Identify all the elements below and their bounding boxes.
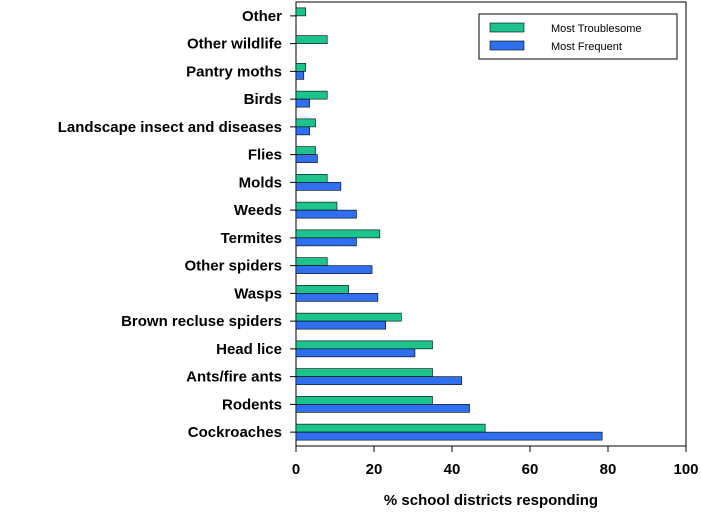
x-tick-label-20: 20 [366, 461, 383, 478]
category-label-flies: Flies [248, 147, 282, 164]
bar-most-frequent-wasps [295, 293, 379, 302]
bars [295, 7, 603, 441]
x-tick-label-40: 40 [444, 461, 461, 478]
bar-most-troublesome-birds [295, 90, 328, 100]
category-label-other: Other [242, 8, 282, 25]
x-tick-label-100: 100 [673, 461, 698, 478]
bar-most-frequent-pantry-moths [295, 71, 305, 80]
legend-box [478, 13, 678, 60]
bar-most-troublesome-head-lice [295, 340, 433, 350]
bar-most-frequent-head-lice [295, 348, 416, 358]
bar-most-troublesome-other [295, 7, 307, 17]
legend-swatch-most-troublesome [489, 22, 525, 33]
bar-most-frequent-cockroaches [295, 431, 603, 441]
bar-most-troublesome-flies [295, 146, 316, 155]
category-label-pantry-moths: Pantry moths [186, 63, 282, 80]
legend-swatch-most-frequent [489, 40, 525, 51]
x-tick-label-60: 60 [522, 461, 539, 478]
bar-most-frequent-rodents [295, 404, 470, 413]
bar-most-troublesome-brown-recluse-spiders [295, 312, 402, 322]
category-label-rodents: Rodents [222, 396, 282, 413]
category-label-other-wildlife: Other wildlife [187, 36, 282, 53]
bar-most-frequent-landscape-insect-and-diseases [295, 126, 310, 136]
category-label-termites: Termites [221, 230, 282, 247]
y-axis: Other Other wildlife Pantry moths Birds Land… [58, 8, 296, 441]
bar-most-frequent-molds [295, 182, 342, 191]
category-label-landscape-insect-and-diseases: Landscape insect and diseases [58, 119, 282, 136]
bar-most-troublesome-landscape-insect-and-diseases [295, 118, 316, 128]
bar-most-frequent-brown-recluse-spiders [295, 320, 386, 330]
bar-most-frequent-birds [295, 98, 310, 108]
bar-most-troublesome-ants-fire-ants [295, 368, 433, 377]
bar-most-troublesome-other-spiders [295, 257, 328, 266]
bar-most-troublesome-wasps [295, 285, 349, 294]
x-axis: 0 20 40 60 80 100 [292, 446, 699, 478]
bar-most-troublesome-cockroaches [295, 423, 486, 433]
x-tick-label-80: 80 [600, 461, 617, 478]
category-label-molds: Molds [239, 174, 282, 191]
category-label-ants-fire-ants: Ants/fire ants [186, 369, 282, 386]
bar-most-troublesome-rodents [295, 396, 433, 405]
bar-most-frequent-other-spiders [295, 265, 373, 274]
bar-most-troublesome-termites [295, 229, 381, 239]
category-label-head-lice: Head lice [216, 341, 282, 358]
legend-label-most-frequent: Most Frequent [551, 41, 622, 53]
bar-most-frequent-flies [295, 154, 318, 163]
category-label-weeds: Weeds [234, 202, 282, 219]
category-label-brown-recluse-spiders: Brown recluse spiders [121, 313, 282, 330]
bar-most-troublesome-other-wildlife [295, 35, 328, 44]
legend-label-most-troublesome: Most Troublesome [551, 23, 641, 35]
bar-most-frequent-weeds [295, 209, 357, 219]
category-label-birds: Birds [244, 91, 282, 108]
x-tick-label-0: 0 [292, 461, 300, 478]
bar-most-troublesome-weeds [295, 201, 338, 211]
category-label-wasps: Wasps [234, 285, 282, 302]
bar-most-frequent-termites [295, 237, 357, 247]
category-label-cockroaches: Cockroaches [188, 424, 282, 441]
bar-most-troublesome-pantry-moths [295, 63, 307, 72]
bar-most-troublesome-molds [295, 174, 328, 183]
x-axis-title: % school districts responding [384, 492, 598, 509]
legend: Most Troublesome Most Frequent [478, 13, 678, 60]
bar-most-frequent-ants-fire-ants [295, 376, 463, 385]
category-label-other-spiders: Other spiders [184, 258, 282, 275]
